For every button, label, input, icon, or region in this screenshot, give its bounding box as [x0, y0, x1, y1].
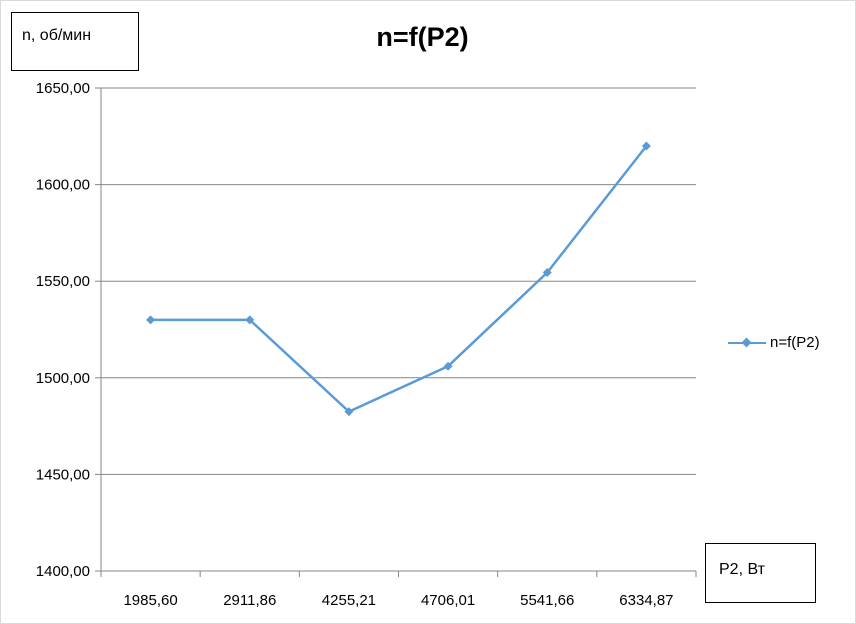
x-tick-label: 5541,66 — [520, 592, 574, 609]
x-tick-label: 2911,86 — [223, 592, 276, 609]
y-axis-title-box: n, об/мин — [11, 12, 139, 71]
y-tick-label: 1650,00 — [36, 80, 90, 97]
series-line — [150, 145, 648, 413]
legend: n=f(P2) — [728, 334, 820, 351]
y-tick-label: 1450,00 — [36, 466, 90, 483]
data-point — [542, 268, 552, 278]
data-point — [344, 407, 354, 417]
x-axis-title-box: P2, Вт — [705, 543, 816, 603]
data-point — [146, 315, 156, 325]
data-point — [443, 361, 453, 371]
y-tick-label: 1600,00 — [36, 177, 90, 194]
x-tick-label: 1985,60 — [123, 592, 177, 609]
x-tick-label: 6334,87 — [619, 592, 673, 609]
legend-label: n=f(P2) — [770, 334, 820, 351]
x-tick-label: 4706,01 — [421, 592, 475, 609]
y-tick-label: 1500,00 — [36, 370, 90, 387]
data-point — [245, 315, 255, 325]
y-tick-label: 1550,00 — [36, 273, 90, 290]
data-point — [641, 141, 651, 151]
x-axis-title: P2, Вт — [719, 561, 765, 578]
legend-swatch — [728, 337, 766, 349]
y-tick-label: 1400,00 — [36, 563, 90, 580]
chart-title: n=f(P2) — [376, 22, 469, 52]
x-tick-label: 4255,21 — [322, 592, 376, 609]
y-axis-title: n, об/мин — [22, 27, 92, 44]
